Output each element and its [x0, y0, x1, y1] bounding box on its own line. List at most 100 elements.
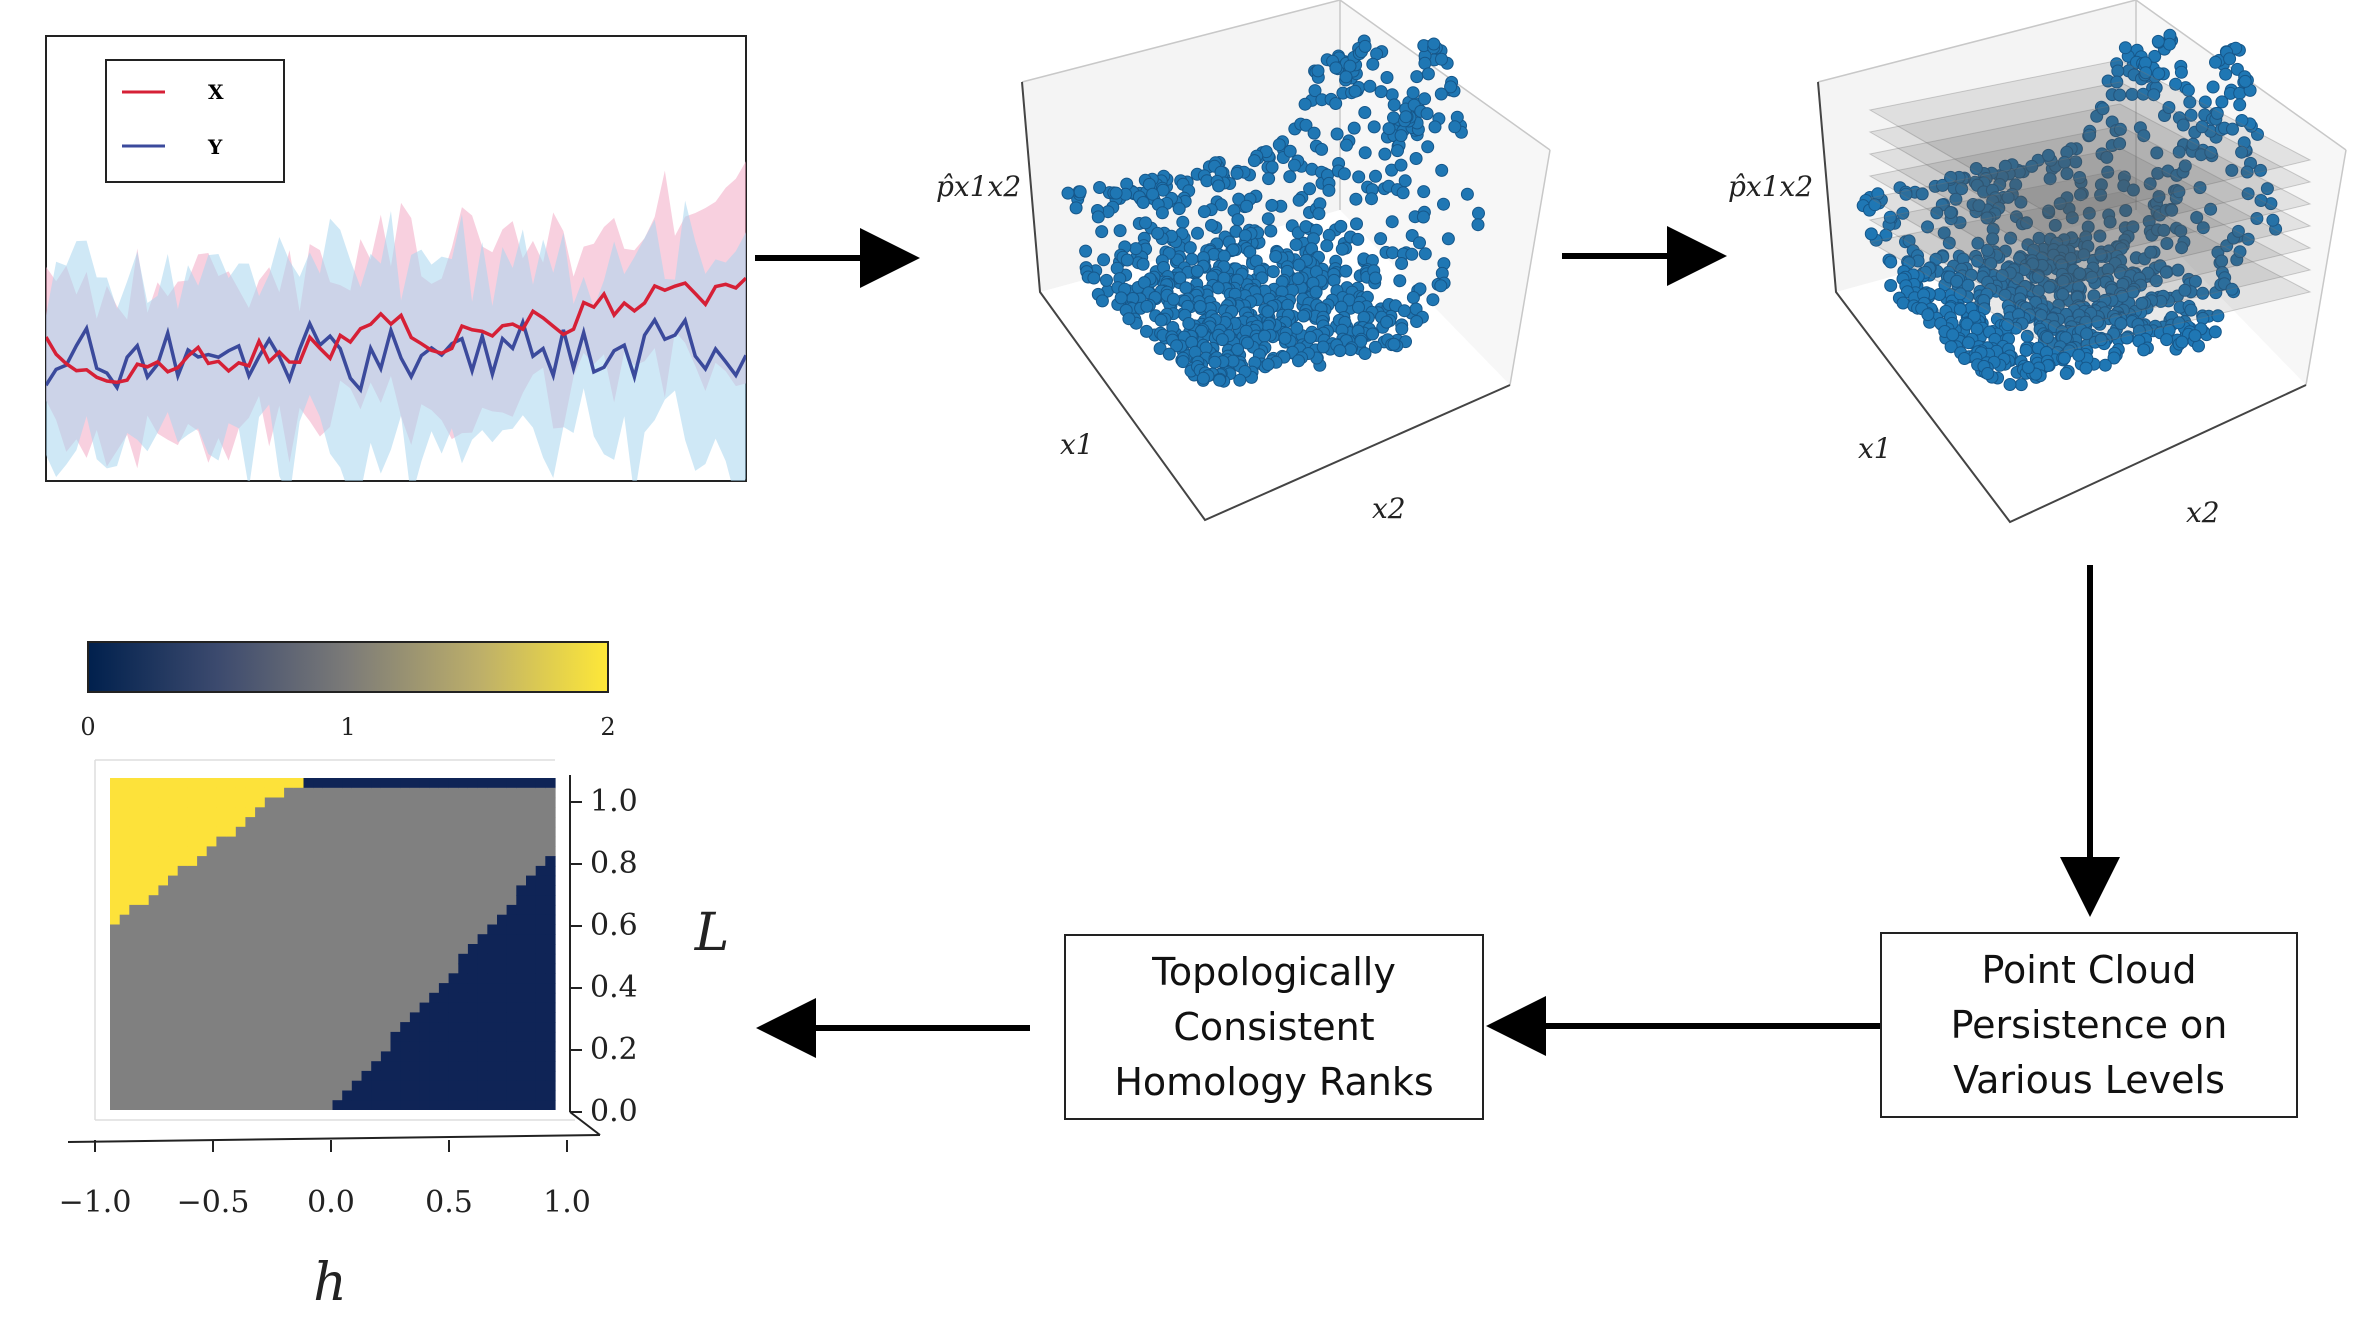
- rank-cell: [206, 944, 217, 955]
- cloud-point: [1950, 274, 1964, 288]
- rank-cell: [245, 1012, 256, 1023]
- rank-cell: [119, 1022, 130, 1033]
- rank-cell: [245, 983, 256, 994]
- rank-cell: [371, 983, 382, 994]
- rank-cell: [187, 895, 198, 906]
- level-plane: [1868, 147, 2312, 309]
- rank-cell: [216, 817, 227, 828]
- cloud-point: [1435, 163, 1449, 177]
- rank-cell: [458, 1100, 469, 1110]
- cloud-point: [2101, 165, 2115, 179]
- rank-cell: [303, 973, 314, 984]
- rank-cell: [419, 1100, 430, 1110]
- rank-cell: [235, 1041, 247, 1052]
- rank-cell: [487, 826, 498, 838]
- rank-cell: [303, 1080, 314, 1092]
- rank-cell: [216, 1070, 227, 1082]
- rank-cell: [409, 1061, 421, 1072]
- rank-cell: [235, 1051, 247, 1062]
- cloud-point: [1396, 186, 1410, 200]
- cloud-point: [1374, 85, 1388, 99]
- rank-cell: [235, 856, 247, 867]
- rank-cell: [380, 904, 392, 916]
- rank-cell: [139, 807, 150, 818]
- rank-cell: [264, 836, 276, 847]
- cloud-point: [1899, 187, 1913, 201]
- rank-cell: [487, 992, 498, 1004]
- cloud-point: [1358, 146, 1372, 160]
- rank-cell: [255, 807, 266, 818]
- rank-cell: [226, 1061, 237, 1072]
- rank-cell: [506, 1012, 517, 1023]
- rank-cell: [187, 836, 198, 847]
- rank-cell: [467, 924, 479, 935]
- rank-cell: [110, 904, 121, 916]
- rank-cell: [274, 885, 285, 896]
- rank-cell: [371, 963, 382, 974]
- cloud-point: [2074, 188, 2087, 202]
- rank-cell: [119, 807, 130, 818]
- rank-cell: [284, 817, 295, 828]
- rank-cell: [380, 875, 392, 886]
- rank-cell: [197, 1051, 208, 1062]
- rank-cell: [438, 846, 450, 857]
- rank-cell: [148, 1031, 159, 1043]
- x-tick-label: −1.0: [59, 1185, 132, 1220]
- rank-cell: [313, 973, 324, 984]
- rank-cell: [497, 836, 508, 847]
- rank-cell: [129, 807, 140, 818]
- rank-cell: [303, 885, 314, 896]
- rank-cell: [506, 953, 517, 965]
- rank-cell: [467, 1080, 479, 1092]
- rank-cell: [448, 992, 459, 1004]
- cloud-point: [1358, 347, 1372, 360]
- rank-cell: [110, 826, 121, 838]
- rank-cell: [216, 934, 227, 945]
- rank-cell: [177, 963, 188, 974]
- cloud-point: [1444, 80, 1458, 94]
- rank-cell: [216, 973, 227, 984]
- rank-cell: [371, 953, 382, 965]
- cloud-point: [1397, 304, 1411, 318]
- rank-cell: [148, 1041, 159, 1052]
- rank-cell: [226, 895, 237, 906]
- rank-cell: [216, 904, 227, 916]
- rank-cell: [448, 944, 459, 955]
- rank-cell: [516, 778, 527, 789]
- rank-cell: [197, 1012, 208, 1023]
- rank-cell: [448, 875, 459, 886]
- rank-cell: [226, 787, 237, 799]
- rank-cell: [284, 846, 295, 857]
- rank-cell: [119, 1100, 130, 1110]
- rank-cell: [487, 914, 498, 926]
- rank-cell: [139, 856, 150, 867]
- rank-cell: [332, 1051, 343, 1062]
- rank-cell: [168, 875, 179, 886]
- x-tick-label: 0.5: [425, 1185, 473, 1220]
- rank-cell: [467, 856, 479, 867]
- rank-cell: [129, 856, 140, 867]
- rank-cell: [419, 992, 430, 1004]
- level-plane: [1868, 125, 2312, 287]
- rank-cell: [303, 924, 314, 935]
- persistence-box-line-1: Point Cloud: [1981, 947, 2197, 992]
- rank-cell: [390, 1100, 401, 1110]
- rank-cell: [351, 1002, 363, 1013]
- rank-cell: [245, 865, 256, 877]
- rank-cell: [177, 1041, 188, 1052]
- cloud-point: [1944, 206, 1958, 219]
- rank-cell: [322, 1070, 334, 1082]
- rank-cell: [158, 963, 169, 974]
- cloud-point: [1339, 264, 1353, 278]
- rank-cell: [516, 1051, 527, 1062]
- rank-cell: [187, 1100, 198, 1110]
- rank-cell: [487, 944, 498, 955]
- rank-cell: [400, 1051, 411, 1062]
- cloud-point: [2225, 163, 2239, 177]
- cloud-point: [1283, 170, 1297, 184]
- cloud-point: [1386, 246, 1399, 260]
- rank-cell: [390, 992, 401, 1004]
- rank-cell: [264, 944, 276, 955]
- rank-cell: [264, 817, 276, 828]
- rank-cell: [535, 875, 546, 886]
